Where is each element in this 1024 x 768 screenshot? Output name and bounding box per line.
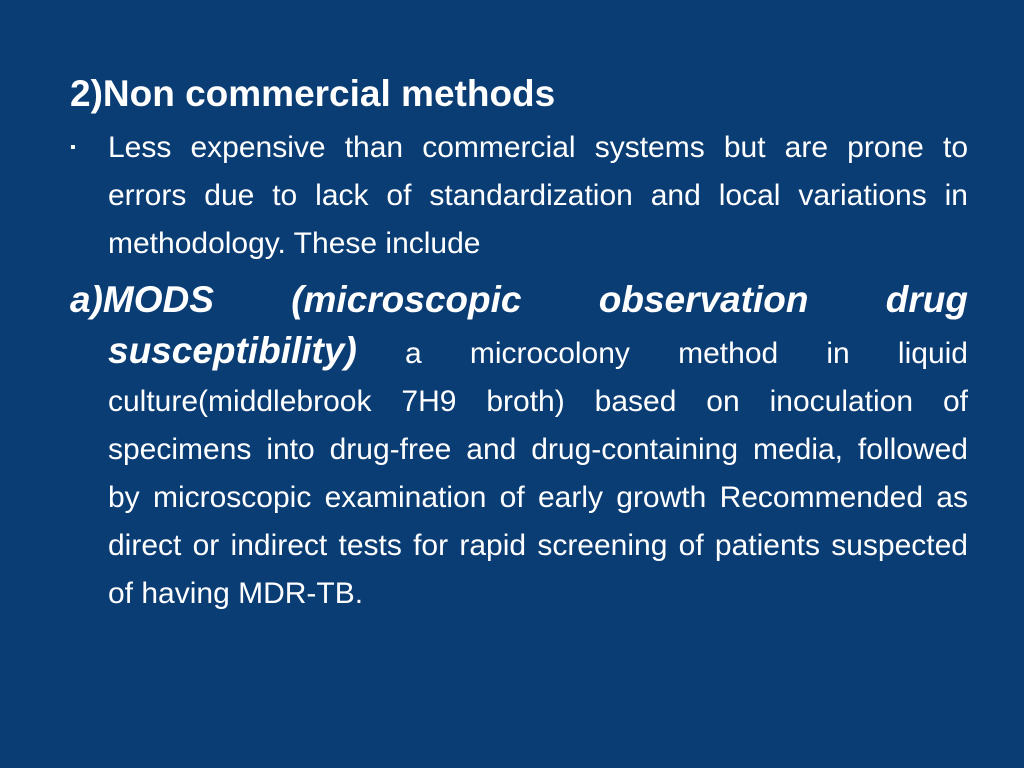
slide-title: 2)Non commercial methods bbox=[70, 73, 556, 114]
mods-heading: a)MODS (microscopic observation drug sus… bbox=[70, 279, 968, 372]
bullet-item: ▪ Less expensive than commercial systems… bbox=[70, 124, 968, 268]
mods-description: a microcolony method in liquid culture(m… bbox=[108, 337, 968, 611]
bullet-text: Less expensive than commercial systems b… bbox=[108, 131, 968, 261]
square-bullet-icon: ▪ bbox=[70, 139, 76, 157]
mods-paragraph: a)MODS (microscopic observation drug sus… bbox=[70, 276, 968, 618]
